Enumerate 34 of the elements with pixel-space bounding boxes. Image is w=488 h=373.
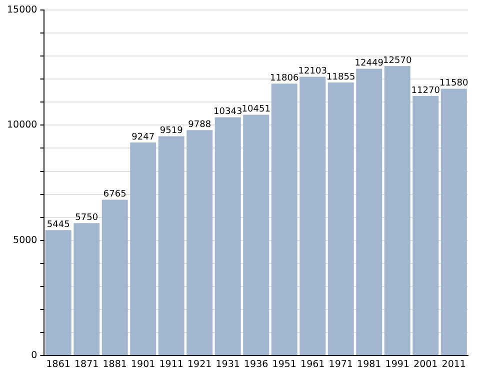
data-label: 5750 — [75, 212, 98, 223]
x-tick-label: 1961 — [300, 358, 325, 370]
y-tick-label: 5000 — [13, 234, 38, 246]
data-label: 9788 — [188, 120, 212, 130]
y-tick-label: 0 — [31, 350, 38, 362]
x-tick-label: 1971 — [328, 358, 353, 370]
x-tick-label: 2011 — [442, 358, 466, 370]
x-tick-label: 1921 — [188, 358, 212, 370]
x-tick-label: 2001 — [414, 358, 438, 370]
x-tick-label: 1911 — [159, 358, 184, 370]
data-label: 11806 — [270, 73, 299, 84]
data-label: 10451 — [242, 104, 270, 115]
x-tick-label: 1991 — [385, 358, 410, 370]
data-label: 6765 — [103, 190, 126, 200]
data-label: 5445 — [46, 220, 70, 230]
x-tick-label: 1951 — [272, 358, 296, 370]
data-label: 9519 — [160, 126, 184, 136]
data-label: 12103 — [298, 66, 327, 77]
y-tick-label: 10000 — [6, 120, 38, 131]
data-label: 12449 — [354, 58, 384, 69]
data-label: 11270 — [411, 86, 440, 96]
data-label: 11580 — [440, 78, 468, 89]
data-label: 11855 — [326, 72, 356, 82]
x-tick-label: 1861 — [46, 358, 70, 370]
x-tick-label: 1901 — [131, 358, 156, 370]
x-tick-label: 1936 — [244, 358, 268, 370]
data-label: 12570 — [383, 56, 412, 66]
x-tick-label: 1881 — [102, 358, 127, 370]
x-tick-label: 1871 — [74, 358, 99, 370]
x-tick-label: 1931 — [216, 358, 240, 370]
data-label: 9247 — [132, 132, 155, 142]
x-tick-label: 1981 — [357, 358, 382, 370]
y-tick-label: 15000 — [6, 4, 38, 16]
data-label: 10343 — [214, 107, 242, 118]
